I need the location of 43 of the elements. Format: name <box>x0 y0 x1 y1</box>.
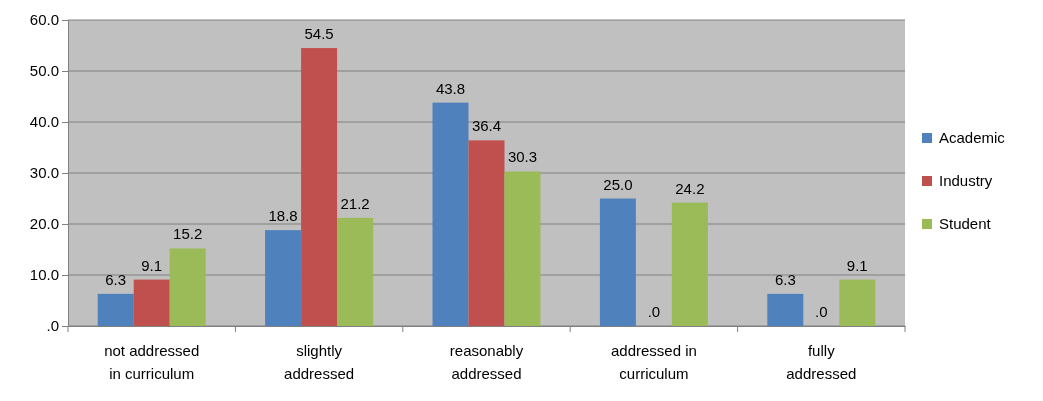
bar <box>97 293 134 326</box>
data-label: 18.8 <box>268 207 298 225</box>
bar <box>432 102 469 326</box>
x-tick-label: fully addressed <box>786 342 857 382</box>
x-tick-label: reasonably addressed <box>449 342 524 382</box>
bar <box>169 248 206 326</box>
y-tick-label: 50.0 <box>29 62 59 80</box>
bar <box>504 171 541 326</box>
data-label: 6.3 <box>774 270 796 288</box>
data-label: .0 <box>647 303 661 320</box>
data-label: 9.1 <box>846 256 868 274</box>
bar <box>767 293 804 326</box>
bar <box>265 230 302 326</box>
y-tick-label: 40.0 <box>29 113 59 131</box>
y-tick-label: 10.0 <box>29 266 59 284</box>
data-label: 9.1 <box>141 256 163 274</box>
y-tick-label: 30.0 <box>29 164 59 182</box>
bar <box>133 279 170 326</box>
data-label: 30.3 <box>507 148 538 166</box>
x-tick-label: not addressed in curriculum <box>104 342 200 382</box>
bar <box>337 217 374 326</box>
data-label: 15.2 <box>173 225 203 243</box>
y-tick-label: 60.0 <box>29 11 59 29</box>
y-tick-label: .0 <box>46 317 59 335</box>
data-label: 54.5 <box>304 25 334 43</box>
bar <box>839 279 876 326</box>
legend-label: Student <box>939 215 992 232</box>
legend-label: Academic <box>939 129 1006 146</box>
x-tick-label: addressed in curriculum <box>610 342 697 382</box>
legend-label: Industry <box>939 172 993 189</box>
bar <box>468 140 505 326</box>
data-label: 6.3 <box>105 270 127 288</box>
data-label: 24.2 <box>675 179 705 197</box>
bar <box>301 48 338 326</box>
bar <box>671 202 708 326</box>
data-label: 43.8 <box>435 79 466 97</box>
bar <box>599 198 636 326</box>
data-label: 36.4 <box>471 117 502 135</box>
y-tick-label: 20.0 <box>29 215 59 233</box>
data-label: .0 <box>815 303 828 320</box>
x-tick-label: slightly addressed <box>284 342 355 382</box>
data-label: 25.0 <box>603 175 633 193</box>
data-label: 21.2 <box>340 194 370 212</box>
